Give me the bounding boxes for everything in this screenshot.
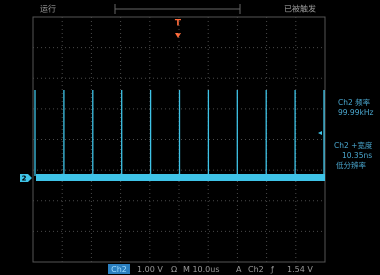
coupling: Ω — [171, 265, 177, 274]
measurement-label: Ch2 频率 — [338, 97, 371, 107]
measurement-value: 99.99kHz — [338, 108, 373, 117]
trigger-slope: ƒ — [270, 265, 274, 274]
background — [0, 0, 380, 275]
baseline-trace — [36, 174, 325, 181]
oscilloscope-screen: 运行 T 已被触发 2 Ch2 频率 99.99kHz Ch2 +宽度 10.3… — [0, 0, 380, 275]
run-status: 运行 — [40, 4, 56, 14]
page: {"status": {"run": "运行", "trigger": "已被触… — [0, 0, 380, 275]
measurement-value: 10.35ns — [342, 151, 372, 160]
trigger-level: 1.54 V — [287, 265, 313, 274]
channel-marker: 2 — [22, 175, 27, 183]
measurement-note: 低分辨率 — [336, 160, 366, 170]
trigger-source: Ch2 — [248, 265, 264, 274]
channel-label: Ch2 — [111, 265, 127, 274]
trigger-mode: A — [236, 265, 242, 274]
vertical-scale: 1.00 V — [137, 265, 163, 274]
measurement-label: Ch2 +宽度 — [334, 140, 373, 150]
trigger-status: 已被触发 — [284, 4, 316, 14]
timebase: M 10.0us — [183, 265, 220, 274]
trigger-marker: T — [175, 19, 182, 29]
